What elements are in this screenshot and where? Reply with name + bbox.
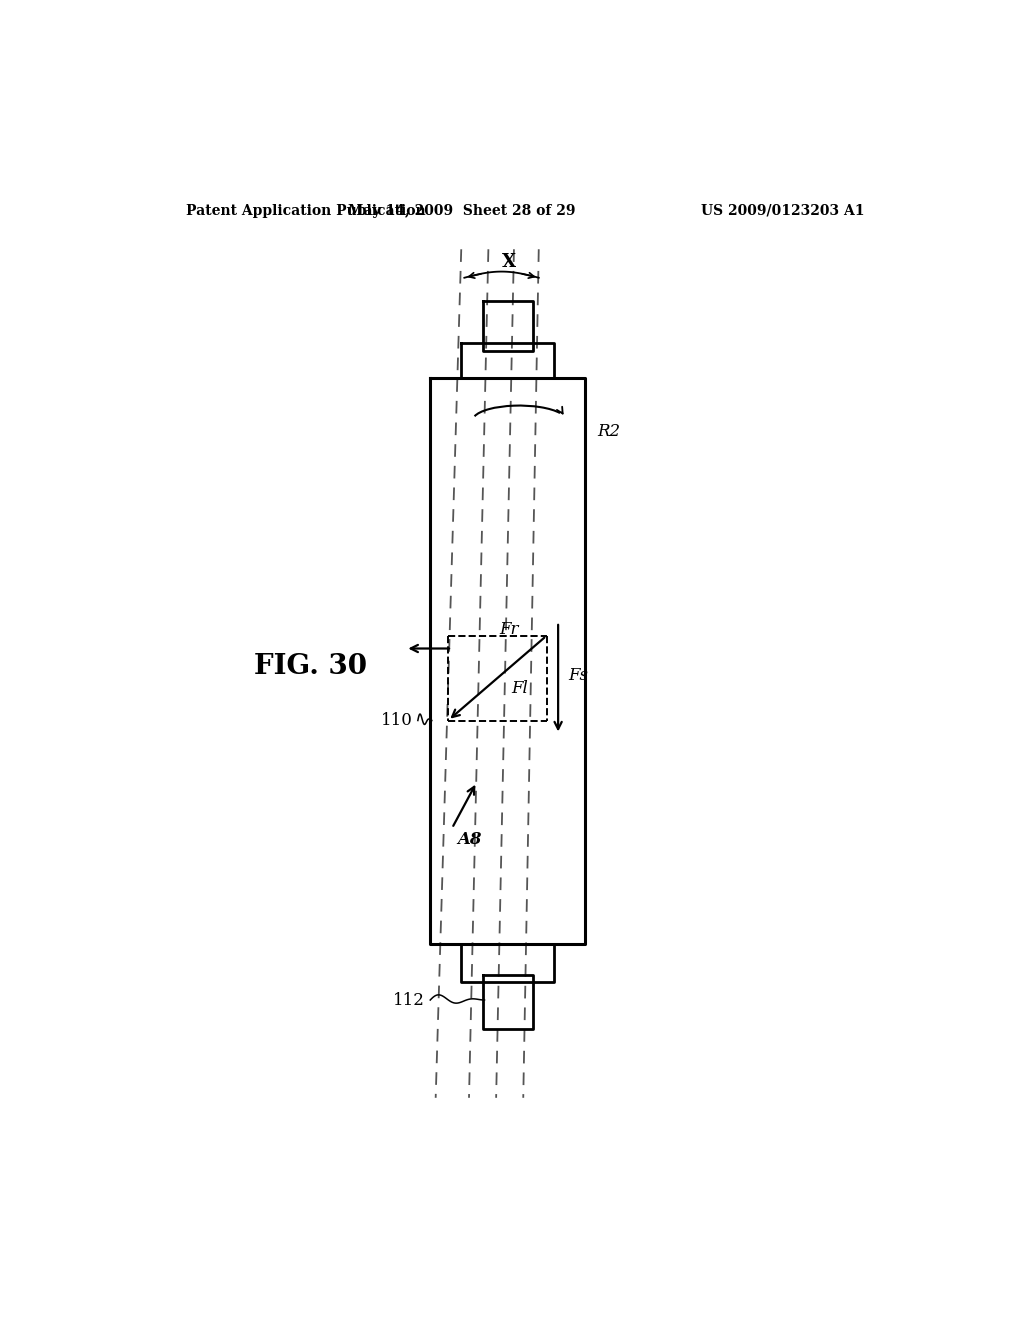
- Text: FIG. 30: FIG. 30: [254, 653, 367, 680]
- Text: X: X: [502, 253, 516, 272]
- Text: May 14, 2009  Sheet 28 of 29: May 14, 2009 Sheet 28 of 29: [347, 203, 575, 218]
- Text: US 2009/0123203 A1: US 2009/0123203 A1: [700, 203, 864, 218]
- Text: R2: R2: [597, 424, 620, 441]
- Text: Patent Application Publication: Patent Application Publication: [186, 203, 426, 218]
- Text: Fs: Fs: [568, 668, 588, 684]
- Text: 112: 112: [393, 991, 425, 1008]
- Text: Fl: Fl: [511, 680, 527, 697]
- Text: A8: A8: [458, 832, 482, 849]
- Text: 110: 110: [381, 711, 413, 729]
- Text: Fr: Fr: [500, 622, 519, 638]
